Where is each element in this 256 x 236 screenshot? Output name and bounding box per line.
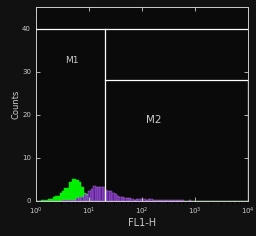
Bar (148, 199, 151, 201)
Bar (98, 187, 100, 201)
Bar (84, 194, 86, 201)
Bar (91, 189, 93, 201)
Bar (60, 194, 62, 201)
Text: M2: M2 (146, 115, 162, 125)
Bar (88, 198, 91, 201)
Bar (77, 180, 79, 201)
Bar (57, 196, 60, 201)
Bar (153, 200, 155, 201)
Bar (169, 200, 172, 201)
Bar (126, 198, 129, 201)
Bar (86, 195, 88, 201)
Bar (69, 200, 72, 201)
Bar (119, 197, 122, 201)
Bar (81, 197, 84, 201)
Bar (112, 193, 115, 201)
Text: M1: M1 (65, 56, 78, 65)
Bar (93, 186, 95, 201)
Bar (143, 199, 146, 201)
Bar (158, 200, 160, 201)
Bar (155, 200, 158, 201)
Bar (84, 193, 86, 201)
Bar (79, 182, 81, 201)
Bar (62, 191, 65, 201)
Bar (165, 200, 167, 201)
Bar (69, 182, 72, 201)
Bar (129, 198, 131, 201)
Bar (86, 194, 88, 201)
Bar (105, 190, 108, 201)
Bar (134, 199, 136, 201)
Bar (93, 200, 95, 201)
Bar (67, 200, 69, 201)
Bar (67, 188, 69, 201)
Bar (88, 191, 91, 201)
Bar (74, 179, 77, 201)
Bar (77, 198, 79, 201)
Bar (141, 199, 143, 201)
Bar (72, 179, 74, 201)
Bar (179, 200, 182, 201)
Bar (167, 200, 169, 201)
Bar (117, 196, 119, 201)
Y-axis label: Counts: Counts (12, 89, 20, 118)
Bar (72, 200, 74, 201)
Bar (136, 199, 138, 201)
X-axis label: FL1-H: FL1-H (128, 218, 156, 228)
Bar (122, 198, 124, 201)
Bar (79, 197, 81, 201)
Bar (95, 187, 98, 201)
Bar (91, 199, 93, 201)
Bar (74, 199, 77, 201)
Bar (52, 197, 55, 201)
Bar (108, 191, 110, 201)
Bar (45, 200, 48, 201)
Bar (146, 199, 148, 201)
Bar (48, 199, 50, 201)
Bar (160, 200, 162, 201)
Bar (162, 200, 165, 201)
Bar (110, 191, 112, 201)
Bar (103, 187, 105, 201)
Bar (50, 198, 52, 201)
Bar (151, 199, 153, 201)
Bar (177, 200, 179, 201)
Bar (131, 199, 134, 201)
Bar (100, 187, 103, 201)
Bar (43, 200, 45, 201)
Bar (55, 196, 57, 201)
Bar (81, 187, 84, 201)
Bar (115, 194, 117, 201)
Bar (65, 188, 67, 201)
Bar (172, 200, 174, 201)
Bar (138, 198, 141, 201)
Bar (174, 200, 177, 201)
Bar (124, 198, 126, 201)
Bar (95, 200, 98, 201)
